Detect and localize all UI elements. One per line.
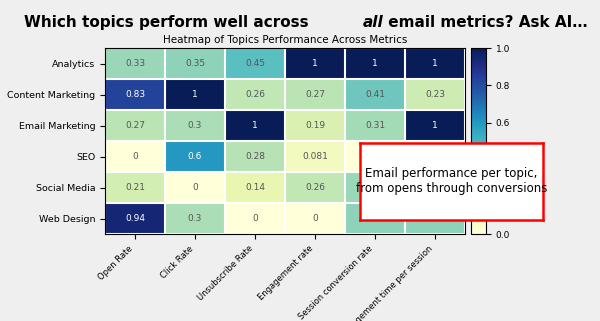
Text: 0: 0	[432, 152, 438, 161]
Text: 1: 1	[312, 59, 318, 68]
Text: 0.35: 0.35	[425, 214, 445, 223]
Text: 0.45: 0.45	[245, 59, 265, 68]
Text: 0.94: 0.94	[125, 214, 145, 223]
Text: 0: 0	[252, 214, 258, 223]
Text: 0.081: 0.081	[302, 152, 328, 161]
Text: all: all	[362, 15, 383, 30]
Text: 0.19: 0.19	[305, 121, 325, 130]
Text: 0.26: 0.26	[245, 90, 265, 99]
Text: 0.3: 0.3	[188, 214, 202, 223]
Text: 0.27: 0.27	[125, 121, 145, 130]
Text: 1: 1	[372, 59, 378, 68]
Text: 1: 1	[252, 121, 258, 130]
Text: 0.83: 0.83	[125, 90, 145, 99]
Text: 0.6: 0.6	[188, 152, 202, 161]
Text: 1: 1	[432, 59, 438, 68]
Text: 0: 0	[192, 183, 198, 192]
Text: 0.23: 0.23	[425, 90, 445, 99]
Text: Which topics perform well across: Which topics perform well across	[24, 15, 314, 30]
Text: 0: 0	[372, 152, 378, 161]
Text: 0.33: 0.33	[125, 59, 145, 68]
Text: 0: 0	[312, 214, 318, 223]
Text: 0.21: 0.21	[125, 183, 145, 192]
Text: 1: 1	[192, 90, 198, 99]
Text: 0.26: 0.26	[305, 183, 325, 192]
Text: 0.33: 0.33	[365, 183, 385, 192]
Text: 0.28: 0.28	[245, 152, 265, 161]
Text: 0.14: 0.14	[245, 183, 265, 192]
Text: 0.41: 0.41	[365, 90, 385, 99]
Text: 0.35: 0.35	[185, 59, 205, 68]
Text: 0.3: 0.3	[188, 121, 202, 130]
Text: 0.25: 0.25	[425, 183, 445, 192]
Text: 0: 0	[132, 152, 138, 161]
Text: Email performance per topic,
from opens through conversions: Email performance per topic, from opens …	[356, 167, 547, 195]
Text: 0.31: 0.31	[365, 121, 385, 130]
Title: Heatmap of Topics Performance Across Metrics: Heatmap of Topics Performance Across Met…	[163, 35, 407, 45]
Text: 1: 1	[432, 121, 438, 130]
Text: 0.27: 0.27	[305, 90, 325, 99]
Text: email metrics? Ask AI…: email metrics? Ask AI…	[383, 15, 587, 30]
Text: 0.35: 0.35	[365, 214, 385, 223]
